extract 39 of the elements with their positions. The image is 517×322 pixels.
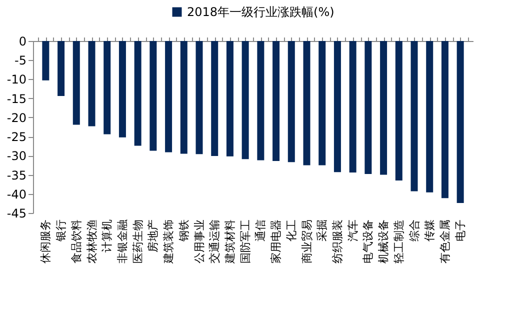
x-tick-label: 化工: [284, 220, 298, 242]
y-tick-label: -45: [6, 206, 26, 220]
x-tick-label: 公用事业: [192, 220, 206, 264]
x-tick-label: 建筑材料: [223, 220, 236, 264]
x-tick-label: 传媒: [423, 220, 436, 242]
x-tick-label: 电子: [454, 220, 467, 242]
y-tick-label: -35: [6, 168, 26, 182]
x-tick-label: 轻工制造: [392, 220, 406, 264]
y-tick-label: -40: [6, 187, 26, 202]
x-tick-label: 食品饮料: [70, 220, 83, 264]
x-tick-label: 交通运输: [208, 220, 222, 264]
y-tick-label: -30: [6, 149, 26, 164]
x-tick-label: 非银金融: [116, 220, 129, 264]
x-tick-label: 商业贸易: [300, 220, 314, 264]
y-tick-label: 0: [18, 34, 26, 48]
x-tick-label: 银行: [54, 220, 68, 242]
x-tick-label: 机械设备: [377, 220, 390, 264]
x-tick-label: 医药生物: [131, 220, 144, 264]
x-tick-label: 国防军工: [238, 220, 252, 264]
x-tick-label: 综合: [408, 220, 421, 242]
x-tick-label: 通信: [254, 220, 268, 242]
x-tick-label: 农林牧渔: [85, 220, 98, 264]
x-tick-label: 汽车: [346, 220, 360, 242]
x-tick-label: 建筑装饰: [162, 220, 176, 264]
y-tick-label: -15: [6, 92, 26, 106]
legend-label: 2018年一级行业涨跌幅(%): [187, 5, 334, 19]
y-tick-label: -5: [14, 54, 26, 68]
y-tick-label: -20: [6, 110, 26, 125]
x-tick-label: 纺织服装: [330, 220, 344, 264]
x-tick-label: 家用电器: [270, 220, 283, 264]
x-tick-label: 计算机: [100, 220, 114, 252]
x-tick-label: 采掘: [316, 220, 329, 242]
x-tick-label: 休闲服务: [39, 220, 52, 264]
x-tick-label: 电气设备: [362, 220, 375, 264]
x-tick-label: 房地产: [146, 220, 160, 252]
x-tick-label: 钢铁: [177, 220, 190, 242]
y-tick-label: -25: [6, 130, 26, 144]
x-tick-label: 有色金属: [438, 220, 452, 264]
y-tick-label: -10: [6, 72, 26, 87]
